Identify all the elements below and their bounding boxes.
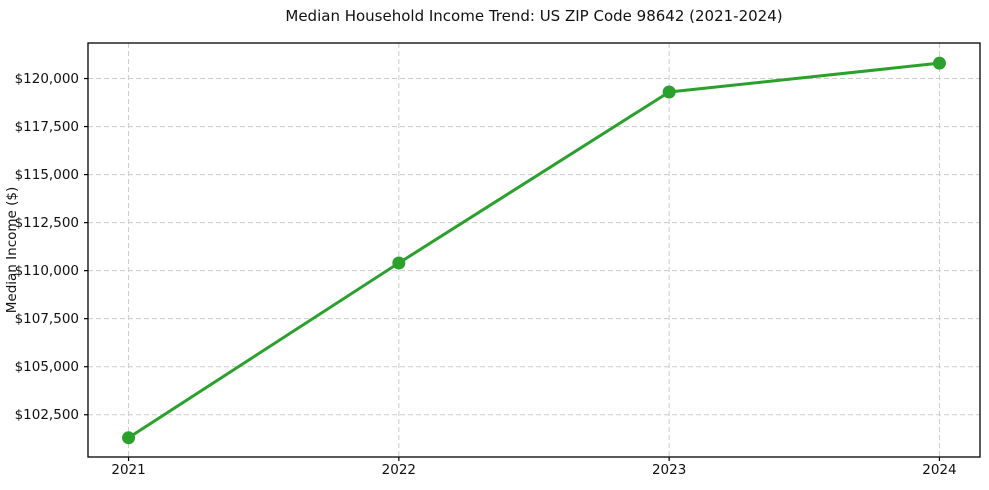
x-tick-label: 2024 xyxy=(922,462,956,478)
x-tick-label: 2022 xyxy=(382,462,416,478)
y-tick-label: $105,000 xyxy=(15,359,79,375)
y-tick-label: $110,000 xyxy=(15,263,79,279)
x-tick-label: 2021 xyxy=(111,462,145,478)
y-tick-label: $112,500 xyxy=(15,215,79,231)
y-tick-label: $120,000 xyxy=(15,71,79,87)
x-tick-label: 2023 xyxy=(652,462,686,478)
data-point-2024 xyxy=(932,56,946,70)
y-tick-label: $107,500 xyxy=(15,311,79,327)
plot-border xyxy=(87,42,981,458)
y-axis-label: Median Income ($) xyxy=(4,187,20,313)
y-tick-label: $115,000 xyxy=(15,167,79,183)
data-point-2021 xyxy=(122,431,136,445)
y-tick-label: $102,500 xyxy=(15,407,79,423)
data-point-2023 xyxy=(662,85,676,99)
trend-line xyxy=(127,61,941,440)
data-point-2022 xyxy=(392,256,406,270)
y-tick-label: $117,500 xyxy=(15,119,79,135)
chart-title: Median Household Income Trend: US ZIP Co… xyxy=(285,7,783,25)
